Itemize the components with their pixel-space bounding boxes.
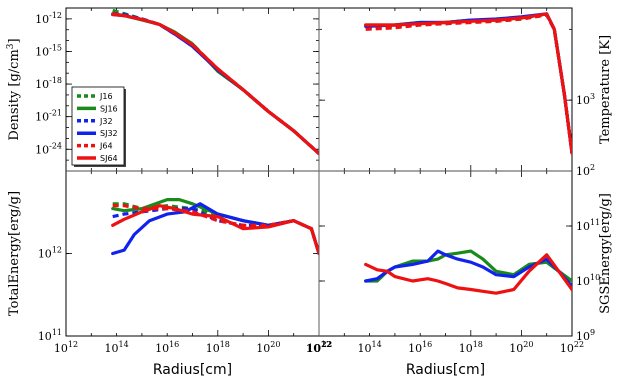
x-tick-label: 1022 <box>560 340 584 355</box>
y-tick-label: 1011 <box>576 218 600 233</box>
x-tick-label: 1022 <box>306 339 332 355</box>
y-tick-label: 10-15 <box>35 43 62 58</box>
x-tick-label: 1014 <box>358 340 382 355</box>
y-tick-label: 10-12 <box>35 11 62 26</box>
plot-frame <box>65 170 320 337</box>
y-axis-title: Density [g/cm3] <box>6 38 22 140</box>
legend-box <box>71 86 125 166</box>
series-line-sj64 <box>364 12 572 155</box>
y-tick-label: 1010 <box>576 273 600 288</box>
legend: J16 SJ16 J32 SJ32 J64 SJ64 <box>71 86 126 167</box>
series-line-sj16 <box>111 12 319 156</box>
x-tick-label: 1018 <box>206 340 230 355</box>
x-axis-title: Radius[cm] <box>406 362 485 378</box>
legend-label-j64: J64 <box>99 142 113 151</box>
y-tick-label: 10-18 <box>35 76 62 91</box>
legend-label-j32: J32 <box>99 117 113 126</box>
panel-density: 10-12 10-15 10-18 10-21 10-24 Density [g/cm3]… <box>6 7 320 172</box>
legend-label-sj16: SJ16 <box>100 104 118 113</box>
series-group <box>111 8 319 156</box>
y-axis-title: TotalEnergy[erg/g] <box>7 191 22 316</box>
series-line-j16 <box>112 8 319 155</box>
series-line-j16 <box>365 13 572 154</box>
y-tick-label: 10-24 <box>35 141 62 156</box>
panel-temperature: 103 102 Temperature [K] <box>318 7 613 178</box>
x-axis-title: Radius[cm] <box>153 362 232 378</box>
series-group <box>364 249 572 295</box>
x-tick-label: 1020 <box>256 340 280 355</box>
legend-label-j16: J16 <box>99 92 113 101</box>
x-tick-label: 1014 <box>105 340 129 355</box>
series-line-sj64 <box>364 253 572 295</box>
y-tick-label: 102 <box>576 163 595 178</box>
y-tick-label: 109 <box>576 328 595 343</box>
series-line-sj32 <box>111 12 319 156</box>
x-tick-label: 1018 <box>459 340 483 355</box>
x-tick-label: 1012 <box>307 340 331 355</box>
y-tick-label: 1012 <box>38 246 62 261</box>
y-tick-label: 1011 <box>38 328 62 343</box>
series-line-sj16 <box>364 12 572 155</box>
series-line-j32 <box>112 12 319 155</box>
x-tick-label: 1016 <box>155 340 179 355</box>
x-tick-label: 1020 <box>509 340 533 355</box>
legend-label-sj32: SJ32 <box>100 129 118 138</box>
series-line-j64 <box>365 13 572 154</box>
series-line-sj64 <box>111 12 319 156</box>
x-tick-label: 1012 <box>54 340 78 355</box>
y-tick-label: 103 <box>576 92 595 107</box>
series-line-sj32 <box>364 249 572 288</box>
series-group <box>364 12 572 155</box>
series-line-sj64 <box>111 204 319 256</box>
y-axis-title: SGSEnergy[erg/g] <box>598 193 613 314</box>
series-group <box>111 198 319 256</box>
x-tick-label: 1016 <box>408 340 432 355</box>
y-tick-label: 10-21 <box>35 109 62 124</box>
overlay <box>66 8 572 336</box>
series-line-j64 <box>112 12 319 155</box>
series-line-j32 <box>365 13 572 154</box>
panel-sgs-energy: 1011 1010 109 1012 1014 1016 1018 1020 1022 Radiu… <box>307 170 613 378</box>
legend-label-sj64: SJ64 <box>100 154 118 163</box>
y-axis-title: Temperature [K] <box>598 35 613 144</box>
series-line-sj32 <box>364 12 572 155</box>
plot-frame <box>318 7 573 172</box>
